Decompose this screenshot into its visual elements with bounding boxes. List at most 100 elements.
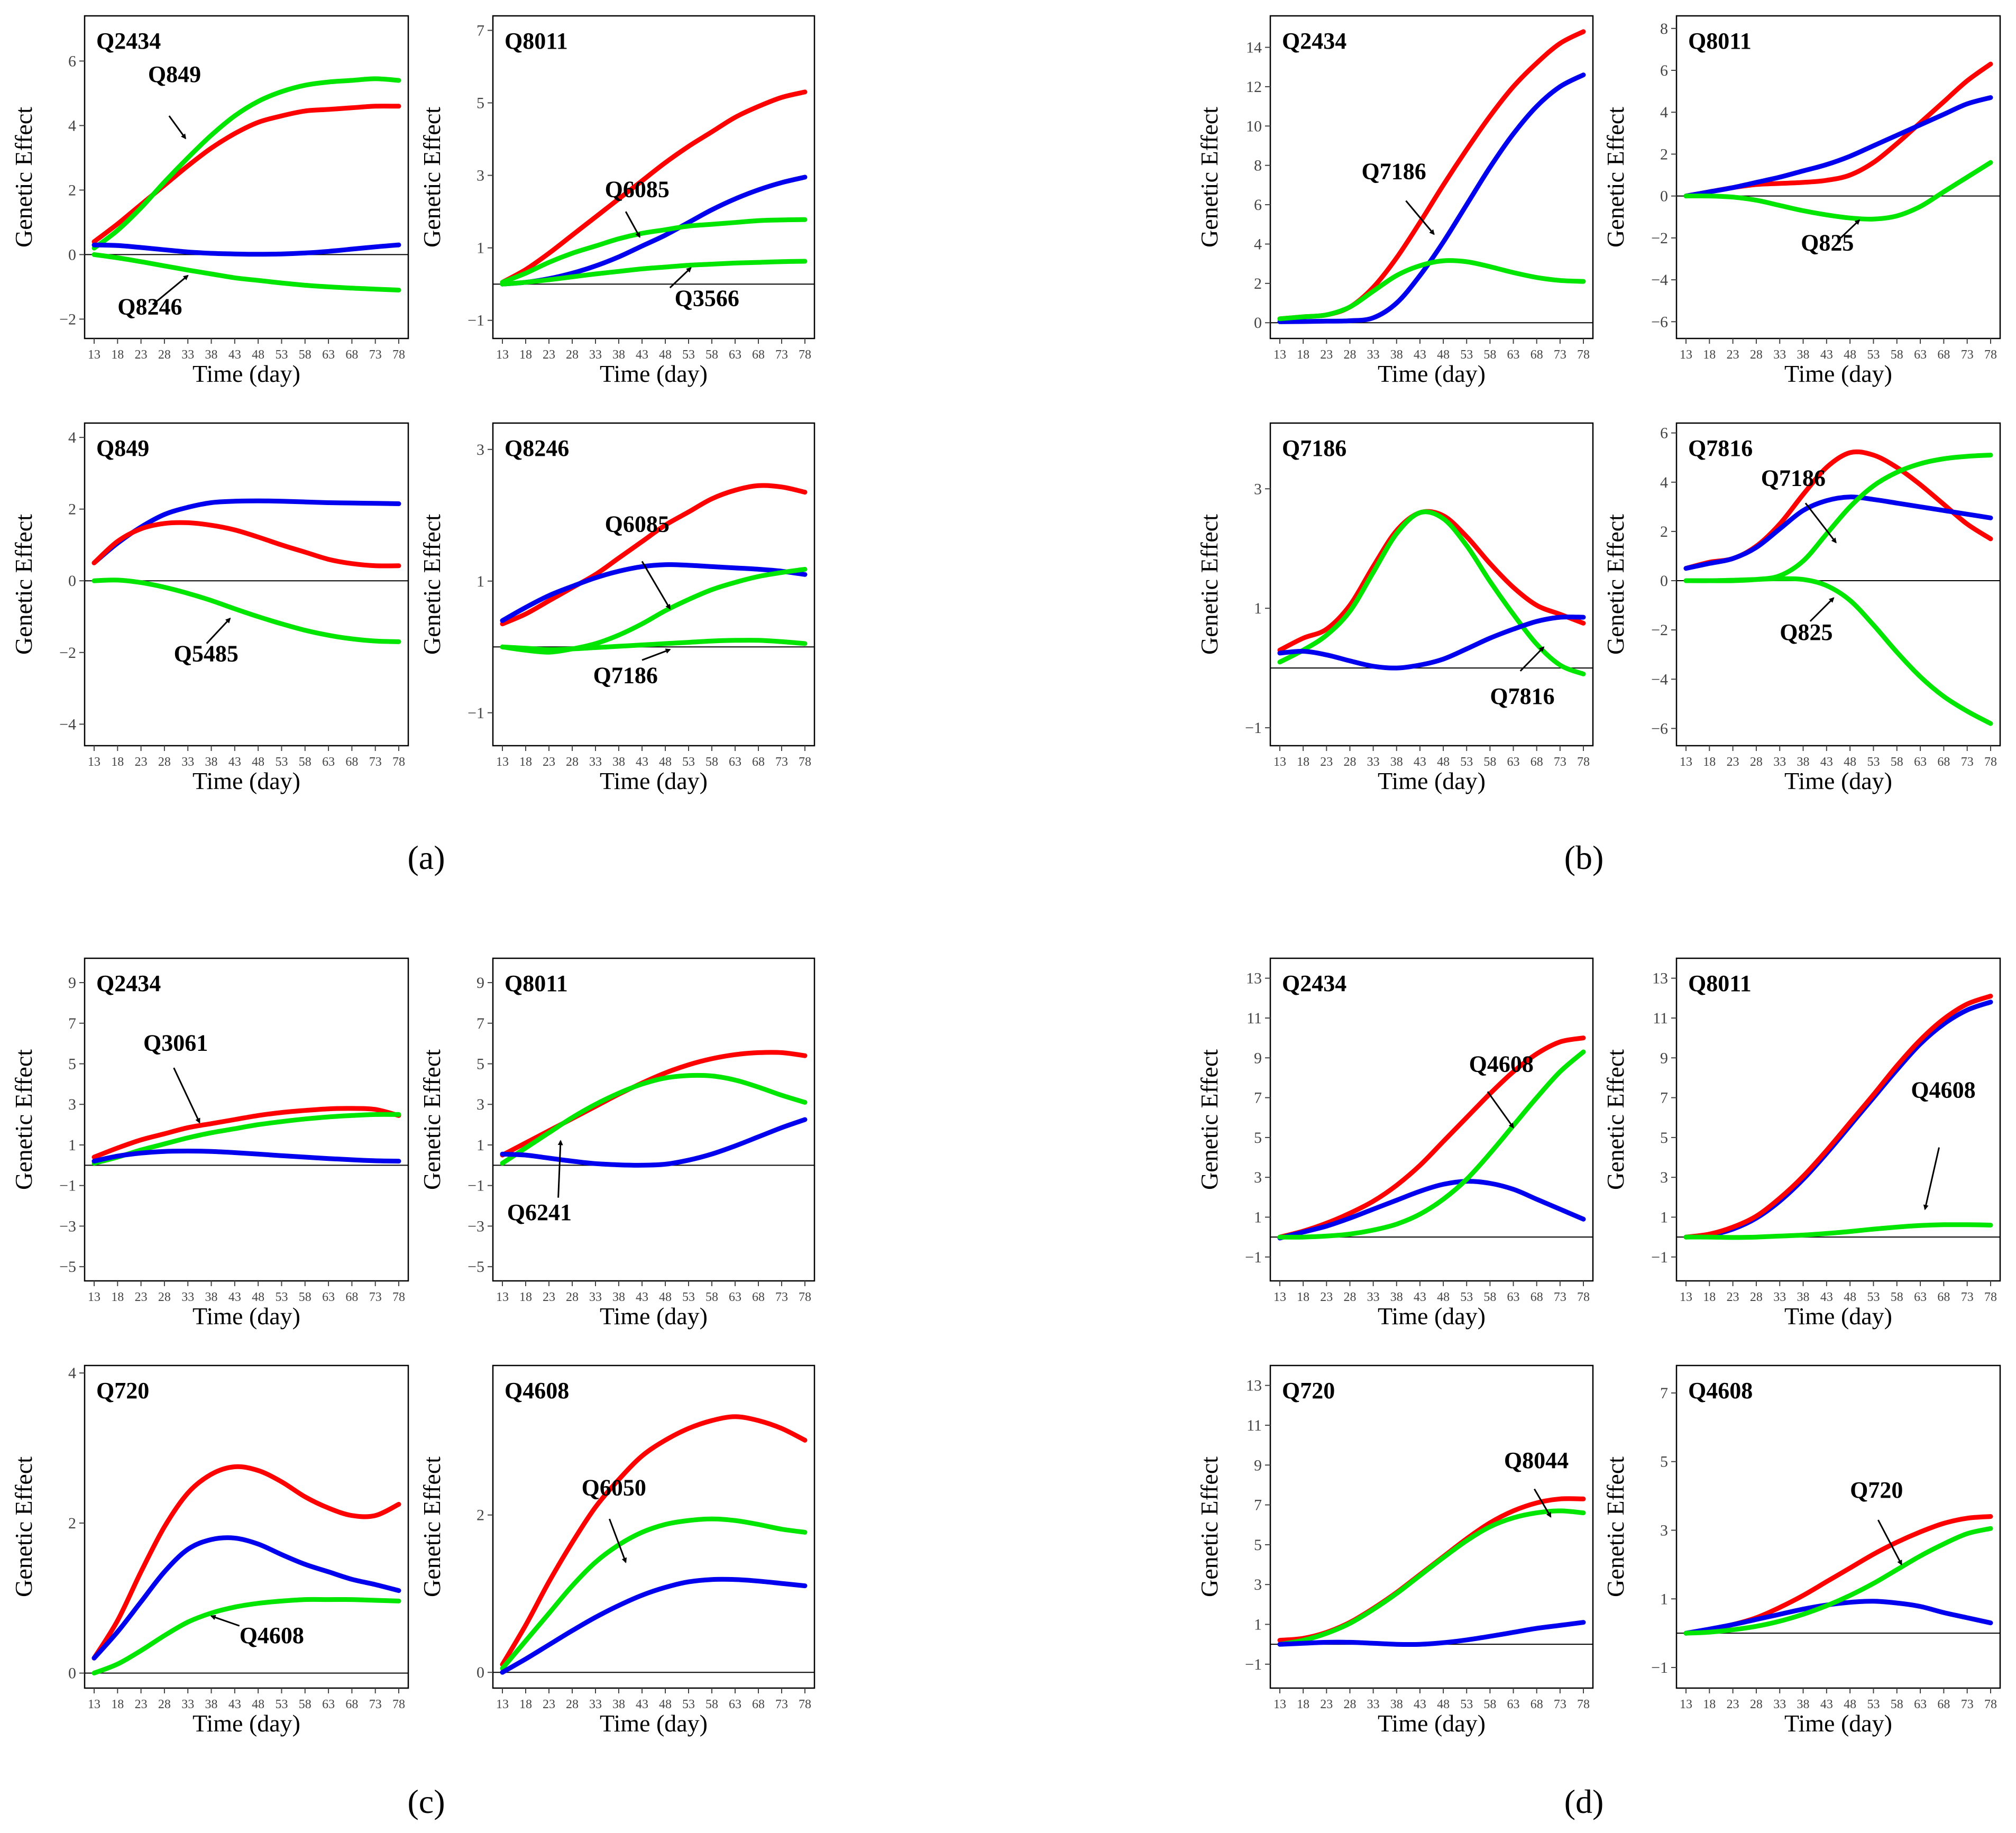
x-tick-label: 48 xyxy=(659,348,672,362)
x-axis-label: Time (day) xyxy=(1378,1303,1486,1330)
x-tick-label: 43 xyxy=(636,348,648,362)
y-tick-label: 5 xyxy=(476,1055,484,1073)
series-line-blue xyxy=(1277,1179,1586,1241)
annotation-label: Q6050 xyxy=(582,1474,646,1500)
annotation-arrow xyxy=(210,1615,240,1627)
y-tick-label: 6 xyxy=(1660,62,1668,79)
x-tick-label: 13 xyxy=(496,1698,509,1711)
x-tick-label: 43 xyxy=(1414,1698,1426,1711)
y-tick-label: 5 xyxy=(1660,1453,1668,1471)
plot-title: Q8246 xyxy=(505,435,569,461)
x-tick-label: 38 xyxy=(1797,755,1810,769)
x-tick-label: 53 xyxy=(1460,1290,1473,1304)
annotation-label: Q4608 xyxy=(240,1623,304,1648)
y-tick-label: 4 xyxy=(1254,235,1262,253)
plot-title: Q7816 xyxy=(1688,435,1753,461)
x-tick-label: 38 xyxy=(205,348,218,362)
x-tick-label: 58 xyxy=(1483,1698,1496,1711)
x-tick-label: 43 xyxy=(1820,348,1833,362)
panel-label-a: (a) xyxy=(407,839,445,876)
x-tick-label: 73 xyxy=(369,1698,382,1711)
x-tick-label: 43 xyxy=(1414,1290,1426,1304)
series-line-blue xyxy=(500,1117,808,1168)
x-tick-label: 33 xyxy=(1367,348,1380,362)
x-tick-label: 28 xyxy=(566,348,579,362)
series-line-green xyxy=(1683,453,1993,583)
chart-c-q720: 0 2 4 13 18 23 28 33 38 43 48 53 58 63 68 73 78 Time (day… xyxy=(10,1364,409,1737)
annotation-label: Q825 xyxy=(1801,230,1854,256)
x-tick-label: 18 xyxy=(519,348,532,362)
x-tick-label: 23 xyxy=(543,1290,555,1304)
series-line-blue xyxy=(1683,1599,1993,1636)
y-axis-label: Genetic Effect xyxy=(1602,1456,1629,1597)
plot-frame xyxy=(492,422,815,747)
x-tick-label: 78 xyxy=(392,348,405,362)
plot-frame xyxy=(492,957,815,1282)
series-line-blue xyxy=(91,1535,401,1661)
x-tick-label: 63 xyxy=(1507,348,1520,362)
x-tick-label: 38 xyxy=(612,1290,625,1304)
x-tick-label: 13 xyxy=(88,1290,100,1304)
y-tick-label: 7 xyxy=(476,1015,484,1032)
annotation-label: Q6241 xyxy=(507,1199,572,1225)
series-line-red xyxy=(91,104,401,244)
plot-frame xyxy=(492,1364,815,1689)
y-tick-label: 9 xyxy=(1254,1049,1262,1067)
x-tick-label: 78 xyxy=(1984,755,1997,769)
y-tick-label: −1 xyxy=(468,704,484,722)
y-tick-label: 3 xyxy=(1254,480,1262,498)
y-tick-label: 2 xyxy=(68,181,76,199)
y-tick-label: −4 xyxy=(1651,271,1668,289)
y-tick-label: 0 xyxy=(1660,188,1668,205)
plot-title: Q8011 xyxy=(505,28,568,54)
y-tick-label: 9 xyxy=(1660,1049,1668,1067)
x-axis-label: Time (day) xyxy=(193,1303,300,1330)
annotation-label: Q4608 xyxy=(1469,1051,1534,1077)
y-tick-label: −2 xyxy=(59,310,76,328)
y-axis-label: Genetic Effect xyxy=(10,1456,37,1597)
plot-title: Q2434 xyxy=(1282,28,1346,54)
x-tick-label: 28 xyxy=(566,755,579,769)
x-tick-label: 38 xyxy=(205,755,218,769)
series-line-green xyxy=(91,578,401,644)
x-tick-label: 18 xyxy=(519,1290,532,1304)
y-tick-label: 9 xyxy=(476,974,484,992)
y-axis-label: Genetic Effect xyxy=(418,107,445,248)
x-tick-label: 33 xyxy=(1773,755,1786,769)
annotation-label: Q5485 xyxy=(174,641,239,667)
x-tick-label: 73 xyxy=(775,755,788,769)
y-tick-label: 3 xyxy=(476,1096,484,1113)
x-tick-label: 73 xyxy=(1554,1290,1566,1304)
x-tick-label: 58 xyxy=(1483,348,1496,362)
plot-frame xyxy=(1675,957,2001,1282)
y-axis-label: Genetic Effect xyxy=(10,107,37,248)
x-tick-label: 53 xyxy=(1460,348,1473,362)
y-tick-label: 4 xyxy=(68,117,76,134)
x-tick-label: 58 xyxy=(1483,755,1496,769)
y-tick-label: −1 xyxy=(1245,719,1262,737)
series-line-green xyxy=(91,76,401,251)
series-line-red xyxy=(1683,61,1993,199)
annotation-label: Q7816 xyxy=(1490,683,1554,709)
x-tick-label: 18 xyxy=(1703,1698,1716,1711)
x-tick-label: 48 xyxy=(1437,1698,1450,1711)
x-tick-label: 68 xyxy=(345,348,358,362)
series-line-blue xyxy=(1277,1620,1586,1647)
y-tick-label: 4 xyxy=(1660,474,1668,491)
x-tick-label: 13 xyxy=(1273,755,1286,769)
y-tick-label: 3 xyxy=(476,441,484,459)
x-tick-label: 38 xyxy=(1797,1290,1810,1304)
plot-title: Q2434 xyxy=(96,28,161,54)
y-tick-label: 1 xyxy=(1254,1616,1262,1634)
y-tick-label: −1 xyxy=(468,1177,484,1195)
x-tick-label: 63 xyxy=(1914,348,1927,362)
plot-frame xyxy=(1675,15,2001,340)
annotation-label: Q7186 xyxy=(593,663,658,689)
x-tick-label: 23 xyxy=(543,1698,555,1711)
x-tick-label: 33 xyxy=(589,348,602,362)
series-line-blue xyxy=(91,1149,401,1164)
